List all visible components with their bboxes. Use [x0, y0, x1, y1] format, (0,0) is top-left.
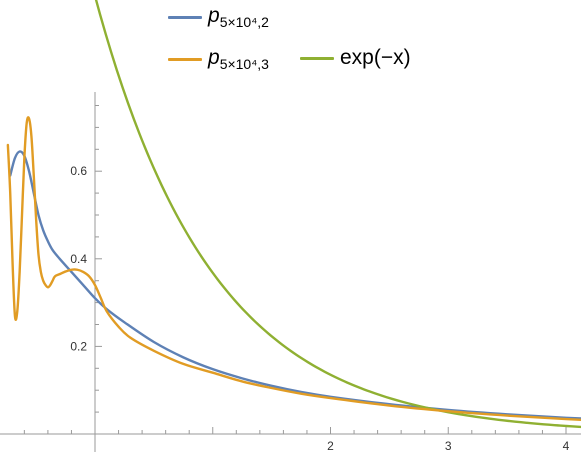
legend-swatch-series-1 — [168, 15, 202, 19]
legend-label-series-2: p5×10⁴,3 — [208, 46, 269, 72]
y-tick-label: 0.6 — [70, 164, 87, 178]
legend-swatch-series-2 — [168, 57, 202, 61]
x-tick-label: 4 — [563, 439, 570, 453]
legend-swatch-series-3 — [300, 56, 334, 60]
legend-item-series-3: exp(−x) — [300, 46, 411, 70]
legend-item-series-2: p5×10⁴,3 — [168, 46, 269, 72]
x-tick-label: 3 — [445, 439, 452, 453]
legend-label-series-1: p5×10⁴,2 — [208, 4, 269, 30]
series-line-2 — [6, 116, 581, 422]
x-tick-label: 2 — [327, 439, 334, 453]
series-line-3 — [94, 0, 581, 429]
series-curves — [6, 0, 581, 429]
axes — [0, 92, 581, 452]
axis-ticks — [23, 105, 567, 434]
axis-tick-labels: 23450.20.40.6 — [70, 164, 570, 453]
legend-label-series-3: exp(−x) — [340, 46, 411, 69]
y-tick-label: 0.4 — [70, 252, 87, 266]
y-tick-label: 0.2 — [70, 339, 87, 353]
legend-item-series-1: p5×10⁴,2 — [168, 4, 269, 30]
